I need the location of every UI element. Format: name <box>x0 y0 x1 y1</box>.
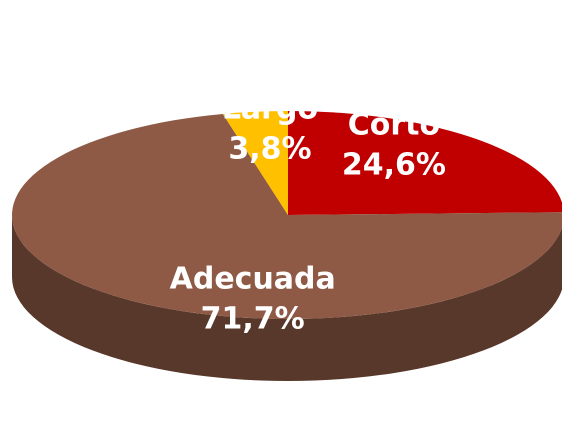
slice-side <box>12 215 562 381</box>
slice-value-label: 71,7% <box>201 301 305 336</box>
slice-value-label: 24,6% <box>342 148 446 183</box>
slice-value-label: 3,8% <box>228 132 311 167</box>
slice-label: Largo <box>222 92 318 127</box>
slice <box>222 111 288 215</box>
slice <box>12 113 562 319</box>
slice-label: Adecuada <box>170 261 336 296</box>
slice <box>288 111 562 215</box>
slice-label: Corto <box>348 108 440 143</box>
